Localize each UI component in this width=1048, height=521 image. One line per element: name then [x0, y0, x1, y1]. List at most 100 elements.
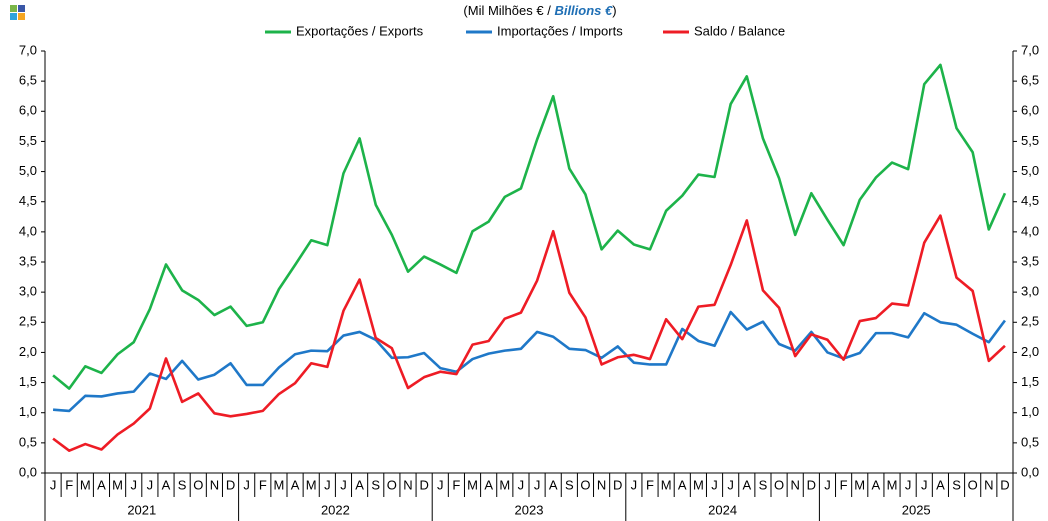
x-tick-label: A	[549, 477, 558, 492]
x-tick-label: A	[484, 477, 493, 492]
y2-tick-label: 6,5	[1021, 73, 1039, 88]
x-tick-label: N	[791, 477, 800, 492]
x-tick-label: J	[340, 477, 347, 492]
x-tick-label: S	[371, 477, 380, 492]
x-tick-label: O	[387, 477, 397, 492]
x-tick-label: J	[147, 477, 154, 492]
year-label: 2021	[127, 502, 156, 517]
x-tick-label: J	[324, 477, 331, 492]
y-tick-label: 7,0	[19, 42, 37, 57]
x-tick-label: N	[403, 477, 412, 492]
year-label: 2024	[708, 502, 737, 517]
y2-tick-label: 1,5	[1021, 374, 1039, 389]
unit-title: (Mil Milhões € / Billions €)	[463, 3, 616, 18]
x-tick-label: J	[518, 477, 525, 492]
x-tick-label: F	[259, 477, 267, 492]
y2-tick-label: 4,5	[1021, 193, 1039, 208]
x-tick-label: F	[840, 477, 848, 492]
x-tick-label: D	[613, 477, 622, 492]
unit-pt: (Mil Milhões € /	[463, 3, 554, 18]
y-tick-label: 1,0	[19, 404, 37, 419]
x-tick-label: M	[693, 477, 704, 492]
x-tick-label: S	[952, 477, 961, 492]
x-tick-label: J	[437, 477, 444, 492]
legend-label: Saldo / Balance	[694, 23, 785, 38]
y2-tick-label: 2,5	[1021, 314, 1039, 329]
x-tick-label: A	[678, 477, 687, 492]
x-tick-label: M	[854, 477, 865, 492]
x-tick-label: N	[984, 477, 993, 492]
y-tick-label: 4,0	[19, 223, 37, 238]
y-tick-label: 1,5	[19, 374, 37, 389]
y-tick-label: 5,5	[19, 133, 37, 148]
y-tick-label: 0,0	[19, 464, 37, 479]
x-tick-label: D	[419, 477, 428, 492]
x-tick-label: J	[824, 477, 831, 492]
x-tick-label: S	[759, 477, 768, 492]
y2-tick-label: 1,0	[1021, 404, 1039, 419]
y2-tick-label: 5,5	[1021, 133, 1039, 148]
y2-tick-label: 2,0	[1021, 344, 1039, 359]
x-tick-label: O	[774, 477, 784, 492]
x-tick-label: A	[936, 477, 945, 492]
y-tick-label: 3,0	[19, 284, 37, 299]
x-tick-label: J	[534, 477, 541, 492]
x-tick-label: M	[112, 477, 123, 492]
x-tick-label: A	[291, 477, 300, 492]
x-tick-label: N	[597, 477, 606, 492]
y-tick-label: 2,5	[19, 314, 37, 329]
year-label: 2025	[902, 502, 931, 517]
series-line	[52, 310, 1006, 413]
year-label: 2022	[321, 502, 350, 517]
x-tick-label: O	[580, 477, 590, 492]
unit-en: Billions €	[554, 3, 613, 18]
y-tick-label: 2,0	[19, 344, 37, 359]
y2-tick-label: 6,0	[1021, 103, 1039, 118]
x-tick-label: J	[711, 477, 718, 492]
x-tick-label: M	[467, 477, 478, 492]
x-tick-label: J	[905, 477, 912, 492]
y-tick-label: 6,5	[19, 73, 37, 88]
x-tick-label: J	[921, 477, 928, 492]
x-tick-label: J	[727, 477, 734, 492]
y2-tick-label: 0,5	[1021, 434, 1039, 449]
x-tick-label: S	[565, 477, 574, 492]
x-tick-label: O	[968, 477, 978, 492]
y2-tick-label: 5,0	[1021, 163, 1039, 178]
x-tick-label: D	[1000, 477, 1009, 492]
series-line	[52, 214, 1006, 452]
x-tick-label: M	[661, 477, 672, 492]
unit-close: )	[612, 3, 616, 18]
x-tick-label: D	[807, 477, 816, 492]
x-tick-label: D	[226, 477, 235, 492]
y2-tick-label: 7,0	[1021, 42, 1039, 57]
logo	[10, 5, 25, 20]
x-tick-label: O	[193, 477, 203, 492]
x-tick-label: J	[243, 477, 250, 492]
x-tick-label: M	[887, 477, 898, 492]
y2-tick-label: 3,5	[1021, 253, 1039, 268]
x-tick-label: M	[274, 477, 285, 492]
x-tick-label: A	[162, 477, 171, 492]
legend-label: Exportações / Exports	[296, 23, 424, 38]
y-tick-label: 0,5	[19, 434, 37, 449]
x-tick-label: F	[65, 477, 73, 492]
x-tick-label: A	[97, 477, 106, 492]
year-label: 2023	[515, 502, 544, 517]
x-tick-label: A	[872, 477, 881, 492]
y-tick-label: 4,5	[19, 193, 37, 208]
x-tick-label: S	[178, 477, 187, 492]
x-tick-label: J	[50, 477, 57, 492]
legend-label: Importações / Imports	[497, 23, 623, 38]
x-tick-label: M	[499, 477, 510, 492]
x-tick-label: J	[130, 477, 137, 492]
x-tick-label: A	[355, 477, 364, 492]
x-tick-label: M	[306, 477, 317, 492]
x-tick-label: N	[210, 477, 219, 492]
y-tick-label: 3,5	[19, 253, 37, 268]
y-tick-label: 5,0	[19, 163, 37, 178]
x-tick-label: F	[452, 477, 460, 492]
y2-tick-label: 3,0	[1021, 284, 1039, 299]
series-line	[52, 63, 1007, 390]
